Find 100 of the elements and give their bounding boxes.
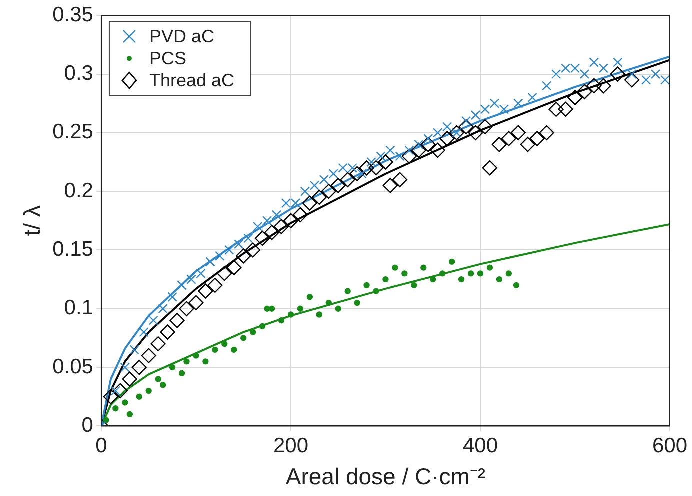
point [368, 160, 384, 176]
y-tick-label: 0.15 [52, 238, 94, 262]
point [112, 406, 119, 412]
point [382, 276, 389, 283]
point [660, 75, 670, 85]
point [224, 245, 234, 256]
point [158, 304, 168, 314]
point [359, 160, 374, 176]
point [141, 348, 156, 364]
point [548, 102, 564, 118]
point [330, 178, 346, 194]
point [122, 400, 128, 406]
point [598, 64, 609, 74]
point [470, 110, 481, 120]
point [577, 84, 592, 100]
point [160, 382, 166, 388]
point [338, 163, 348, 173]
point [514, 98, 524, 108]
y-tick-label: 0.25 [52, 120, 94, 144]
point [404, 146, 414, 156]
point [122, 372, 138, 387]
y-tick-label: 0.2 [64, 179, 94, 202]
point [290, 198, 301, 208]
point [430, 142, 446, 158]
point [326, 300, 332, 306]
point [478, 119, 493, 135]
point [348, 163, 358, 173]
point [402, 270, 408, 277]
point [386, 146, 396, 156]
point [262, 216, 272, 226]
point [420, 264, 427, 271]
point [188, 295, 204, 311]
x-axis-title: Areal dose / C·cm⁻² [286, 464, 486, 490]
x-tick-label: 600 [652, 434, 688, 458]
y-tick-label: 0.35 [52, 3, 94, 26]
legend-label: Thread aC [149, 70, 235, 91]
point [306, 294, 314, 300]
point [499, 104, 510, 114]
point [335, 306, 342, 312]
point [328, 169, 338, 179]
point [186, 274, 196, 284]
point [496, 276, 503, 283]
point [222, 340, 228, 348]
point [231, 346, 238, 354]
point [506, 270, 512, 277]
point [297, 306, 304, 312]
point [148, 316, 158, 326]
x-tick-label: 200 [273, 434, 309, 458]
point [278, 318, 285, 324]
point [344, 288, 351, 294]
point [160, 324, 176, 340]
point [250, 329, 256, 336]
point [178, 370, 186, 377]
point [316, 312, 323, 318]
point [321, 184, 336, 200]
point [490, 98, 500, 108]
point [319, 175, 329, 185]
point [449, 125, 464, 141]
point [448, 258, 456, 266]
point [146, 388, 152, 394]
point [168, 292, 178, 302]
point [411, 142, 426, 158]
point [378, 154, 394, 170]
point [136, 394, 142, 400]
point [354, 300, 360, 306]
point [501, 131, 517, 146]
point [650, 69, 661, 80]
point [458, 119, 474, 135]
point [184, 358, 190, 365]
point [439, 270, 446, 277]
y-tick-label: 0.05 [52, 355, 94, 378]
point [482, 160, 498, 176]
point [392, 172, 408, 188]
point [240, 335, 247, 342]
y-axis-title: t/ λ [19, 205, 46, 236]
point [274, 219, 290, 234]
point [420, 137, 436, 152]
point [596, 78, 612, 94]
point [170, 313, 185, 328]
point [542, 81, 552, 91]
point [198, 284, 214, 299]
y-tick-label: 0.3 [64, 62, 94, 86]
point [433, 128, 443, 138]
point [586, 78, 602, 94]
point [395, 152, 405, 162]
point [580, 69, 590, 80]
point [268, 306, 276, 312]
point [510, 125, 526, 141]
point [414, 140, 424, 150]
point [570, 64, 580, 74]
point [208, 278, 223, 294]
point [212, 346, 218, 354]
point [411, 282, 418, 289]
point [461, 116, 472, 126]
point [234, 240, 244, 250]
point [350, 166, 365, 182]
x-tick-label: 400 [462, 434, 498, 458]
point [492, 137, 508, 152]
point [300, 186, 310, 196]
point [226, 260, 242, 276]
